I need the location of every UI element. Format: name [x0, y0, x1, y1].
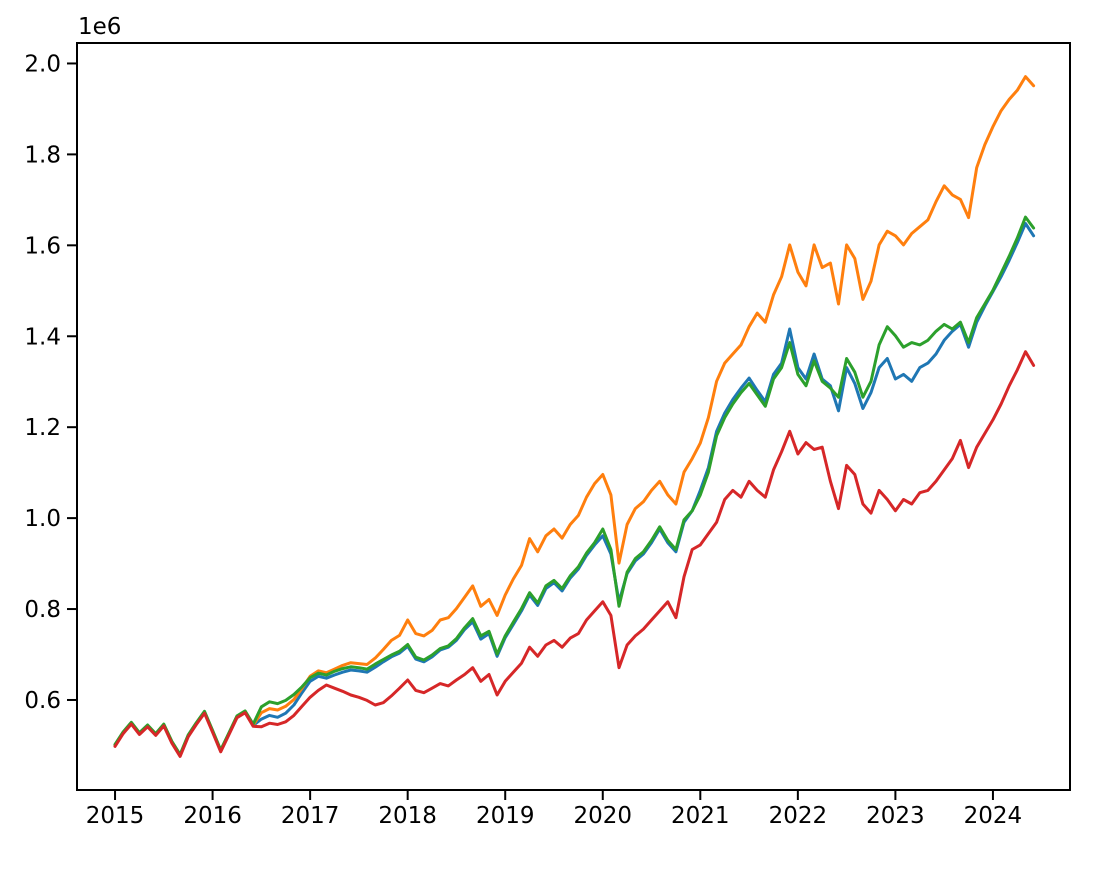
- y-axis-offset-label: 1e6: [78, 14, 121, 40]
- series-group: [113, 75, 1036, 758]
- y-tick-label: 1.6: [24, 233, 61, 259]
- x-tick-label: 2018: [378, 803, 437, 829]
- y-tick-label: 2.0: [24, 51, 61, 77]
- x-tick-label: 2019: [476, 803, 535, 829]
- plot-area: [76, 42, 1071, 791]
- y-tick-label: 1.0: [24, 506, 61, 532]
- x-tick-label: 2020: [573, 803, 632, 829]
- red-line: [113, 350, 1036, 758]
- y-tick-label: 0.6: [24, 688, 61, 714]
- x-tick-label: 2022: [769, 803, 828, 829]
- blue-line: [113, 222, 1036, 757]
- y-tick-label: 1.2: [24, 415, 61, 441]
- x-tick-label: 2016: [183, 803, 242, 829]
- x-tick-label: 2015: [86, 803, 145, 829]
- x-tick-label: 2017: [281, 803, 340, 829]
- y-tick-label: 1.4: [24, 324, 61, 350]
- x-tick-label: 2021: [671, 803, 730, 829]
- x-axis: 2015 2016 2017 2018 2019 2020 2021 2022 2023 2024: [86, 790, 1022, 829]
- green-line: [113, 215, 1036, 756]
- x-tick-label: 2023: [866, 803, 925, 829]
- y-axis: 0.6 0.8 1.0 1.2 1.4 1.6 1.8 2.0: [24, 51, 77, 714]
- y-tick-label: 1.8: [24, 142, 61, 168]
- x-tick-label: 2024: [964, 803, 1023, 829]
- y-tick-label: 0.8: [24, 597, 61, 623]
- orange-line: [113, 75, 1036, 757]
